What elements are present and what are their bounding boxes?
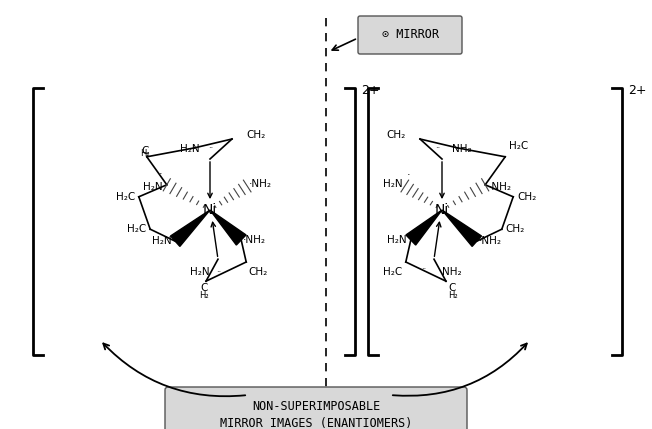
Text: H₂C: H₂C bbox=[115, 192, 135, 202]
Text: NH₂: NH₂ bbox=[442, 267, 462, 277]
FancyBboxPatch shape bbox=[358, 16, 462, 54]
Text: ·NH₂: ·NH₂ bbox=[249, 179, 272, 189]
Text: C: C bbox=[141, 146, 149, 156]
Text: Ni: Ni bbox=[435, 203, 449, 217]
Text: CH₂: CH₂ bbox=[517, 192, 537, 202]
Text: ··: ·· bbox=[435, 144, 440, 153]
Text: ·NH₂: ·NH₂ bbox=[243, 235, 266, 245]
Polygon shape bbox=[210, 210, 246, 245]
Text: MIRROR IMAGES (ENANTIOMERS): MIRROR IMAGES (ENANTIOMERS) bbox=[220, 417, 412, 429]
Text: C: C bbox=[448, 283, 455, 293]
Text: ·: · bbox=[159, 169, 163, 179]
Text: H₂N: H₂N bbox=[387, 235, 407, 245]
Text: H₂N: H₂N bbox=[181, 144, 200, 154]
Text: ··: ·· bbox=[421, 265, 426, 274]
Text: H₂C: H₂C bbox=[383, 267, 402, 277]
Text: H₂C: H₂C bbox=[127, 224, 146, 234]
Text: H₂N: H₂N bbox=[383, 179, 403, 189]
Text: CH₂: CH₂ bbox=[246, 130, 265, 140]
Text: C: C bbox=[200, 283, 208, 293]
Polygon shape bbox=[171, 210, 210, 246]
Text: H₂N: H₂N bbox=[190, 267, 210, 277]
Text: ·: · bbox=[413, 238, 417, 248]
Text: ·NH₂: ·NH₂ bbox=[479, 236, 502, 246]
Text: H₂: H₂ bbox=[448, 291, 458, 300]
Text: CH₂: CH₂ bbox=[248, 267, 267, 277]
Text: H₂C: H₂C bbox=[509, 141, 529, 151]
Polygon shape bbox=[406, 210, 442, 245]
Text: H₂: H₂ bbox=[200, 291, 209, 300]
Text: ·: · bbox=[407, 170, 410, 180]
Text: CH₂: CH₂ bbox=[506, 224, 525, 234]
Text: ··: ·· bbox=[216, 268, 221, 277]
Text: H₂N: H₂N bbox=[143, 182, 163, 192]
Polygon shape bbox=[442, 210, 481, 246]
Text: H₂N: H₂N bbox=[151, 236, 171, 246]
FancyBboxPatch shape bbox=[165, 387, 467, 429]
Text: 2+: 2+ bbox=[361, 84, 379, 97]
Text: ··: ·· bbox=[208, 144, 213, 153]
Text: NH₂: NH₂ bbox=[452, 144, 471, 154]
Text: 2+: 2+ bbox=[628, 84, 647, 97]
Text: NON-SUPERIMPOSABLE: NON-SUPERIMPOSABLE bbox=[252, 401, 380, 414]
Text: ·: · bbox=[177, 239, 181, 249]
Text: CH₂: CH₂ bbox=[387, 130, 406, 140]
Text: Ni: Ni bbox=[203, 203, 217, 217]
Text: ⊙ MIRROR: ⊙ MIRROR bbox=[381, 28, 439, 42]
Text: H₂: H₂ bbox=[140, 149, 149, 158]
Text: ·NH₂: ·NH₂ bbox=[489, 182, 512, 192]
